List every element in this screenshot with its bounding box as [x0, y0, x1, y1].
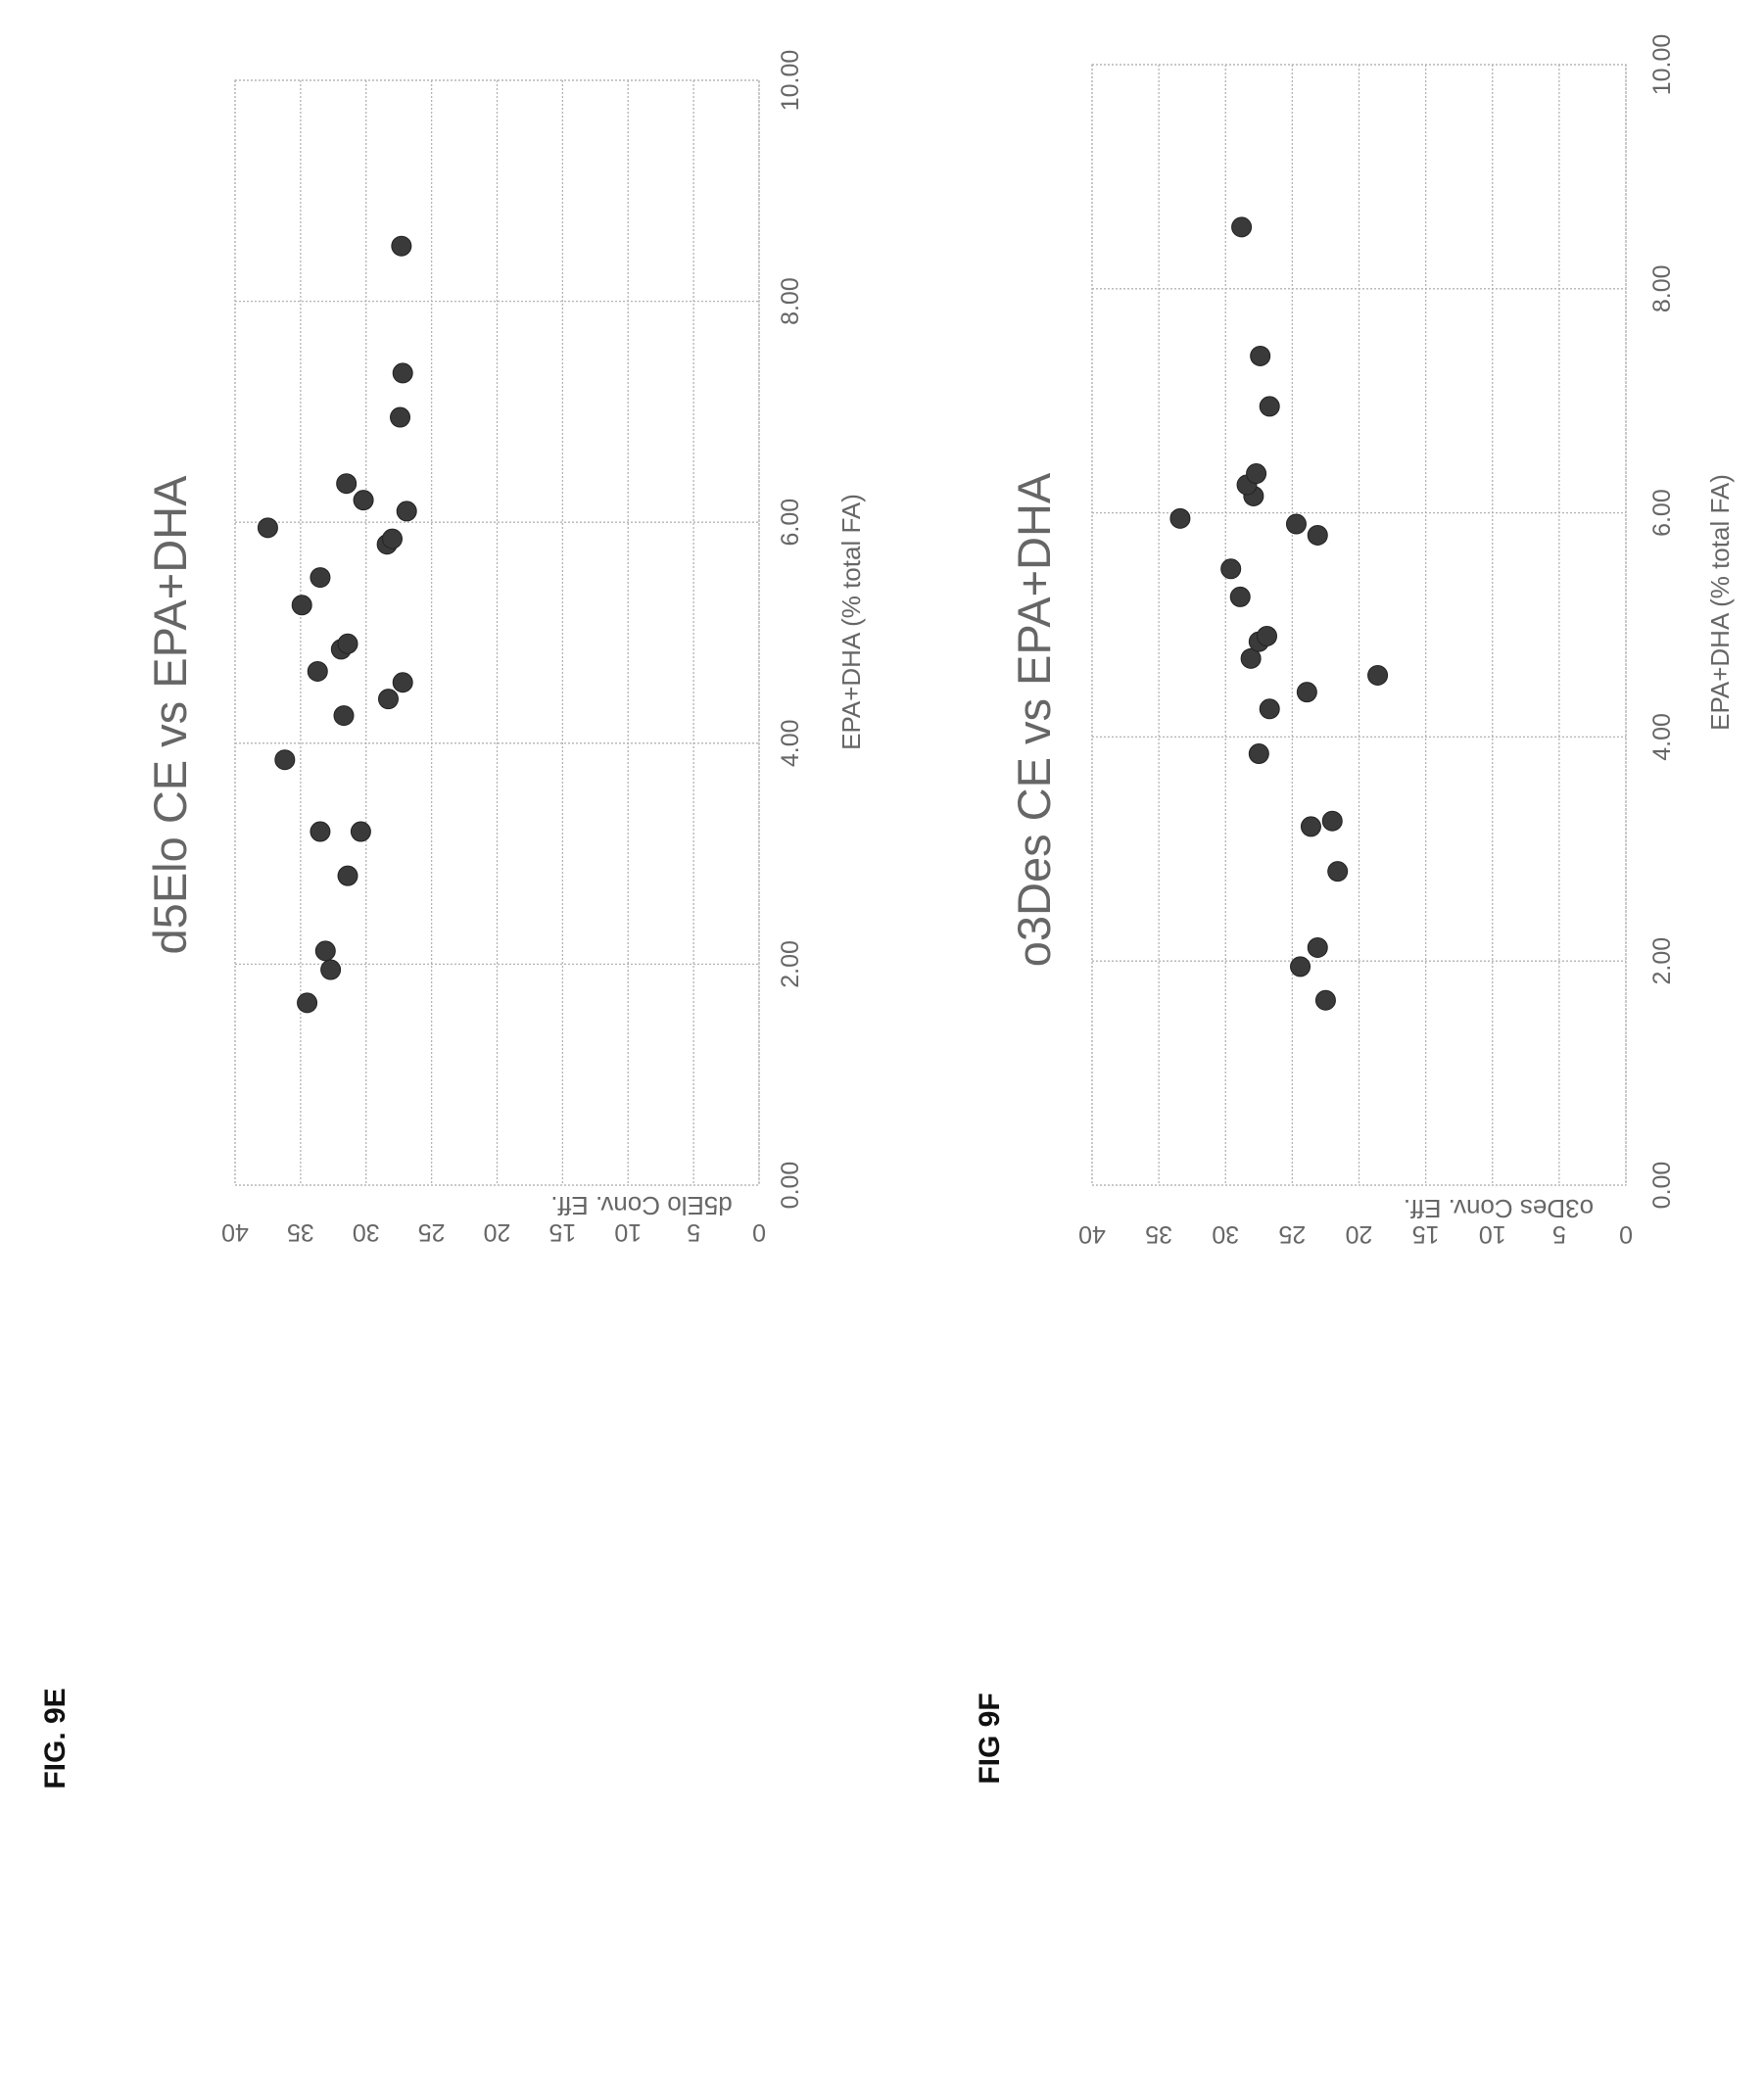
data-point — [257, 517, 278, 539]
x-tick-label: 0.00 — [777, 1162, 804, 1210]
chart-title: d5Elo CE vs EPA+DHA — [144, 475, 196, 955]
data-point — [333, 705, 355, 727]
data-point — [1259, 698, 1280, 720]
data-point — [314, 940, 336, 962]
y-tick-label: 10 — [1479, 1220, 1506, 1248]
data-point — [1296, 682, 1317, 703]
x-tick-label: 8.00 — [777, 277, 804, 325]
y-tick-label: 5 — [687, 1218, 700, 1246]
y-tick-label: 20 — [1346, 1220, 1373, 1248]
data-point — [320, 959, 342, 980]
y-axis-title: o3Des Conv. Eff. — [1404, 1194, 1594, 1223]
data-point — [310, 821, 331, 842]
y-axis-title: d5Elo Conv. Eff. — [550, 1191, 732, 1220]
data-point — [382, 528, 403, 549]
data-point — [377, 689, 399, 710]
x-tick-label: 6.00 — [777, 499, 804, 547]
data-point — [396, 501, 417, 522]
y-tick-label: 0 — [752, 1218, 766, 1246]
x-axis-title: EPA+DHA (% total FA) — [1705, 474, 1735, 731]
data-point — [1285, 513, 1307, 535]
y-tick-label: 25 — [1278, 1220, 1306, 1248]
scatter-chart-o3des: o3Des CE vs EPA+DHA EPA+DHA (% total FA)… — [1008, 34, 1735, 1248]
grid-lines — [234, 79, 760, 1186]
y-tick-label: 40 — [221, 1218, 249, 1246]
x-tick-label: 10.00 — [1648, 34, 1676, 96]
data-point — [336, 473, 358, 495]
y-tick-label: 10 — [614, 1218, 642, 1246]
data-point — [1314, 989, 1336, 1011]
y-tick-label: 30 — [1212, 1220, 1239, 1248]
x-tick-label: 2.00 — [1648, 937, 1676, 985]
data-point — [1307, 524, 1328, 546]
figure-label-9e: FIG. 9E — [39, 1688, 72, 1788]
data-point — [390, 406, 411, 428]
data-point — [337, 865, 358, 886]
data-point — [1169, 507, 1191, 529]
data-point — [350, 821, 371, 842]
x-tick-label: 10.00 — [777, 50, 804, 112]
y-tick-label: 15 — [1412, 1220, 1440, 1248]
data-point — [1229, 586, 1251, 607]
data-point — [297, 992, 318, 1014]
data-points — [1169, 216, 1389, 1011]
y-tick-label: 25 — [418, 1218, 446, 1246]
y-tick-labels: 0 5 10 15 20 25 30 35 40 — [1078, 1220, 1633, 1248]
x-tick-label: 0.00 — [1648, 1162, 1676, 1210]
y-tick-labels: 0 5 10 15 20 25 30 35 40 — [221, 1218, 766, 1246]
figure-label-9f: FIG 9F — [974, 1693, 1006, 1784]
data-point — [291, 595, 312, 616]
y-tick-label: 35 — [287, 1218, 314, 1246]
x-tick-label: 6.00 — [1648, 489, 1676, 537]
x-tick-label: 8.00 — [1648, 264, 1676, 312]
data-point — [1327, 861, 1349, 882]
y-tick-label: 20 — [484, 1218, 511, 1246]
data-point — [1220, 558, 1242, 580]
data-point — [392, 672, 413, 693]
y-tick-label: 5 — [1552, 1220, 1566, 1248]
grid-lines — [1091, 64, 1627, 1186]
data-point — [1246, 463, 1267, 485]
y-tick-label: 15 — [548, 1218, 576, 1246]
data-point — [1231, 216, 1253, 238]
x-tick-label: 4.00 — [1648, 713, 1676, 761]
data-point — [310, 567, 331, 589]
data-point — [337, 633, 358, 654]
data-point — [1367, 664, 1389, 686]
data-point — [1240, 647, 1262, 669]
scatter-chart-d5elo: d5Elo CE vs EPA+DHA EPA+DHA (% total FA)… — [144, 50, 866, 1246]
data-point — [307, 660, 328, 682]
y-tick-label: 30 — [353, 1218, 380, 1246]
x-tick-labels: 0.00 2.00 4.00 6.00 8.00 10.00 — [777, 50, 804, 1210]
x-tick-label: 2.00 — [777, 940, 804, 988]
x-tick-labels: 0.00 2.00 4.00 6.00 8.00 10.00 — [1648, 34, 1676, 1210]
x-tick-label: 4.00 — [777, 719, 804, 767]
chart-title: o3Des CE vs EPA+DHA — [1008, 472, 1060, 967]
data-point — [274, 749, 296, 771]
data-point — [1259, 396, 1280, 417]
data-point — [1248, 743, 1269, 765]
data-point — [392, 362, 413, 384]
data-point — [1290, 956, 1311, 977]
y-tick-label: 35 — [1145, 1220, 1172, 1248]
x-axis-title: EPA+DHA (% total FA) — [836, 494, 866, 750]
data-point — [391, 235, 412, 257]
data-point — [1256, 625, 1277, 646]
y-tick-label: 0 — [1619, 1220, 1633, 1248]
data-points — [257, 235, 417, 1014]
data-point — [1307, 936, 1328, 958]
data-point — [1250, 345, 1271, 366]
data-point — [1321, 810, 1343, 832]
data-point — [353, 490, 374, 511]
data-point — [1300, 816, 1321, 837]
y-tick-label: 40 — [1078, 1220, 1106, 1248]
